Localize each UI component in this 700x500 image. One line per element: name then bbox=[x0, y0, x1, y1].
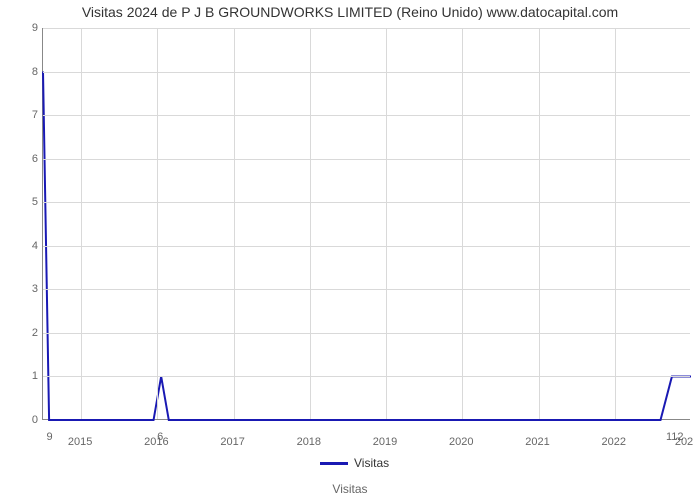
gridline-h bbox=[43, 72, 690, 73]
y-tick-label: 0 bbox=[10, 414, 38, 426]
gridline-h bbox=[43, 202, 690, 203]
line-series bbox=[43, 28, 691, 420]
y-tick-label: 3 bbox=[10, 283, 38, 295]
x-tick-label: 2020 bbox=[449, 436, 473, 448]
gridline-h bbox=[43, 159, 690, 160]
x-tick-label: 2015 bbox=[68, 436, 92, 448]
legend-label: Visitas bbox=[354, 456, 389, 470]
data-label: 9 bbox=[47, 431, 53, 443]
x-tick-label: 2021 bbox=[525, 436, 549, 448]
x-tick-label: 2019 bbox=[373, 436, 397, 448]
data-label: 6 bbox=[157, 431, 163, 443]
y-tick-label: 8 bbox=[10, 66, 38, 78]
gridline-v bbox=[310, 28, 311, 419]
gridline-v bbox=[539, 28, 540, 419]
x-tick-label: 2018 bbox=[297, 436, 321, 448]
y-tick-label: 9 bbox=[10, 22, 38, 34]
gridline-v bbox=[615, 28, 616, 419]
gridline-h bbox=[43, 289, 690, 290]
gridline-h bbox=[43, 246, 690, 247]
legend-swatch bbox=[320, 462, 348, 465]
plot-area bbox=[42, 28, 690, 420]
y-tick-label: 2 bbox=[10, 327, 38, 339]
gridline-h bbox=[43, 115, 690, 116]
gridline-h bbox=[43, 376, 690, 377]
gridline-v bbox=[81, 28, 82, 419]
gridline-v bbox=[462, 28, 463, 419]
x-axis-label: Visitas bbox=[332, 482, 367, 496]
gridline-v bbox=[157, 28, 158, 419]
x-tick-label: 2022 bbox=[602, 436, 626, 448]
y-tick-label: 1 bbox=[10, 370, 38, 382]
gridline-v bbox=[386, 28, 387, 419]
y-tick-label: 5 bbox=[10, 196, 38, 208]
chart-title: Visitas 2024 de P J B GROUNDWORKS LIMITE… bbox=[0, 4, 700, 20]
chart-container: { "chart": { "type": "line", "title": "V… bbox=[0, 0, 700, 500]
gridline-h bbox=[43, 333, 690, 334]
y-tick-label: 6 bbox=[10, 153, 38, 165]
gridline-v bbox=[234, 28, 235, 419]
x-tick-label: 2017 bbox=[220, 436, 244, 448]
legend: Visitas bbox=[320, 456, 389, 470]
data-label: 112 bbox=[666, 431, 684, 443]
gridline-h bbox=[43, 28, 690, 29]
y-tick-label: 4 bbox=[10, 240, 38, 252]
y-tick-label: 7 bbox=[10, 109, 38, 121]
